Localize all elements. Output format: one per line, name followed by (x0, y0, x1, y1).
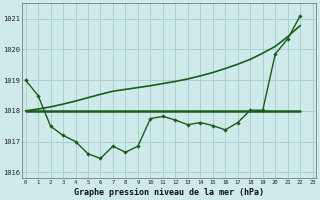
X-axis label: Graphe pression niveau de la mer (hPa): Graphe pression niveau de la mer (hPa) (74, 188, 264, 197)
